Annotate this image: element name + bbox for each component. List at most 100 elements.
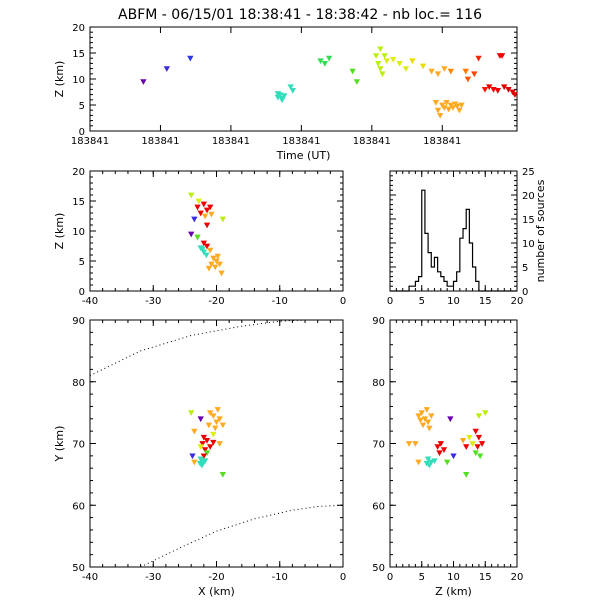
height-y-point bbox=[428, 459, 435, 466]
height-y-point bbox=[424, 456, 432, 463]
plan-view-xtick-label: -10 bbox=[272, 572, 288, 583]
time-height-point bbox=[349, 68, 356, 75]
plan-view-point bbox=[188, 410, 195, 416]
time-height-point bbox=[462, 68, 469, 75]
height-histogram-ytick-label: 20 bbox=[522, 191, 535, 202]
x-height-point bbox=[194, 204, 201, 211]
x-height-point bbox=[199, 246, 206, 253]
time-height-point bbox=[471, 71, 478, 78]
x-height-point bbox=[212, 264, 219, 271]
time-height-point bbox=[498, 53, 506, 59]
time-height-point bbox=[458, 102, 465, 109]
plan-view-ytick-label: 50 bbox=[72, 563, 85, 574]
plan-view-point bbox=[199, 441, 206, 447]
time-height-point bbox=[353, 79, 361, 85]
height-y-xtick-label: 5 bbox=[419, 572, 425, 583]
time-height-point bbox=[163, 66, 171, 72]
x-height-point bbox=[218, 270, 225, 277]
time-height-ylabel: Z (km) bbox=[53, 61, 66, 98]
plan-view-range-curve bbox=[89, 319, 343, 377]
height-y-point bbox=[419, 422, 427, 429]
height-y-point bbox=[437, 441, 444, 447]
plan-view-ytick-label: 90 bbox=[72, 316, 85, 327]
x-height-point bbox=[188, 192, 195, 199]
x-height-point bbox=[216, 261, 223, 268]
x-height-point bbox=[203, 252, 210, 259]
time-height-point bbox=[419, 63, 427, 70]
x-height-point bbox=[203, 207, 211, 214]
height-y-xtick-label: 20 bbox=[511, 572, 524, 583]
plan-view-point bbox=[210, 431, 217, 438]
plan-view-point bbox=[189, 453, 196, 460]
x-height-xtick-label: 0 bbox=[340, 296, 346, 307]
height-y-point bbox=[412, 441, 419, 447]
x-height-frame bbox=[89, 170, 344, 292]
time-height-xtick-label: 183841 bbox=[141, 136, 179, 147]
plan-view-point bbox=[212, 425, 219, 432]
x-height-ytick-label: 10 bbox=[72, 227, 85, 238]
x-height-point bbox=[210, 255, 217, 262]
plan-view-point bbox=[196, 460, 204, 467]
time-height-point bbox=[325, 55, 333, 62]
time-height-point bbox=[274, 91, 282, 97]
plan-view-point bbox=[203, 450, 211, 457]
time-height-point bbox=[494, 88, 501, 94]
time-height-ytick-label: 15 bbox=[72, 49, 85, 60]
height-y-point bbox=[443, 459, 451, 466]
plan-view-point bbox=[214, 407, 221, 413]
time-height-point bbox=[379, 71, 386, 78]
height-histogram-xtick-label: 5 bbox=[419, 296, 425, 307]
time-height-xtick-label: 183841 bbox=[212, 136, 250, 147]
x-height-ytick-label: 0 bbox=[79, 287, 85, 298]
time-height-point bbox=[441, 66, 448, 72]
x-height-point bbox=[188, 231, 195, 238]
height-histogram-ytick-label: 0 bbox=[522, 287, 528, 298]
plan-view-point bbox=[201, 447, 209, 453]
time-height-point bbox=[449, 105, 457, 111]
time-height-xtick-label: 183841 bbox=[353, 136, 391, 147]
time-height-point bbox=[383, 58, 390, 65]
time-height-xtick-label: 183841 bbox=[71, 136, 109, 147]
height-y-point bbox=[459, 438, 467, 444]
plan-view-point bbox=[210, 439, 217, 446]
height-y-point bbox=[431, 458, 438, 465]
height-y-point bbox=[421, 416, 429, 423]
plan-view-point bbox=[191, 428, 198, 435]
x-height-ylabel: Z (km) bbox=[53, 213, 66, 250]
plan-view-point bbox=[206, 410, 214, 416]
plan-view-point bbox=[216, 441, 223, 447]
time-height-point bbox=[511, 92, 519, 98]
time-height-xtick-label: 183841 bbox=[282, 136, 320, 147]
x-height-xtick-label: -40 bbox=[82, 296, 98, 307]
height-y-point bbox=[482, 410, 489, 416]
plan-view-point bbox=[200, 453, 208, 460]
height-y-point bbox=[472, 450, 479, 457]
x-height-ytick-label: 5 bbox=[79, 257, 85, 268]
height-y-xtick-label: 0 bbox=[387, 572, 393, 583]
plan-view-point bbox=[210, 413, 217, 420]
plan-view-point bbox=[200, 434, 208, 441]
time-height-point bbox=[475, 55, 482, 62]
time-height-point bbox=[375, 61, 382, 67]
plan-view-frame bbox=[89, 319, 344, 568]
time-height-point bbox=[289, 88, 297, 94]
height-histogram-ytick-label: 25 bbox=[522, 167, 535, 178]
height-histogram-xtick-label: 15 bbox=[479, 296, 492, 307]
plan-view-point bbox=[191, 459, 198, 466]
time-height-point bbox=[402, 66, 410, 72]
x-height-point bbox=[208, 261, 215, 268]
x-height-point bbox=[200, 240, 208, 247]
plan-view-xtick-label: -40 bbox=[82, 572, 98, 583]
x-height-point bbox=[214, 253, 221, 260]
plan-view-point bbox=[201, 458, 209, 465]
time-height-point bbox=[409, 58, 416, 65]
height-y-point bbox=[423, 460, 431, 467]
plan-view-point bbox=[197, 416, 204, 423]
time-height-ytick-label: 10 bbox=[72, 75, 85, 86]
plan-view-ytick-label: 70 bbox=[72, 440, 85, 451]
plan-view-point bbox=[197, 456, 204, 463]
height-y-point bbox=[474, 444, 481, 450]
time-height-point bbox=[434, 107, 442, 114]
x-height-point bbox=[195, 198, 202, 205]
plan-view-point bbox=[205, 422, 213, 429]
